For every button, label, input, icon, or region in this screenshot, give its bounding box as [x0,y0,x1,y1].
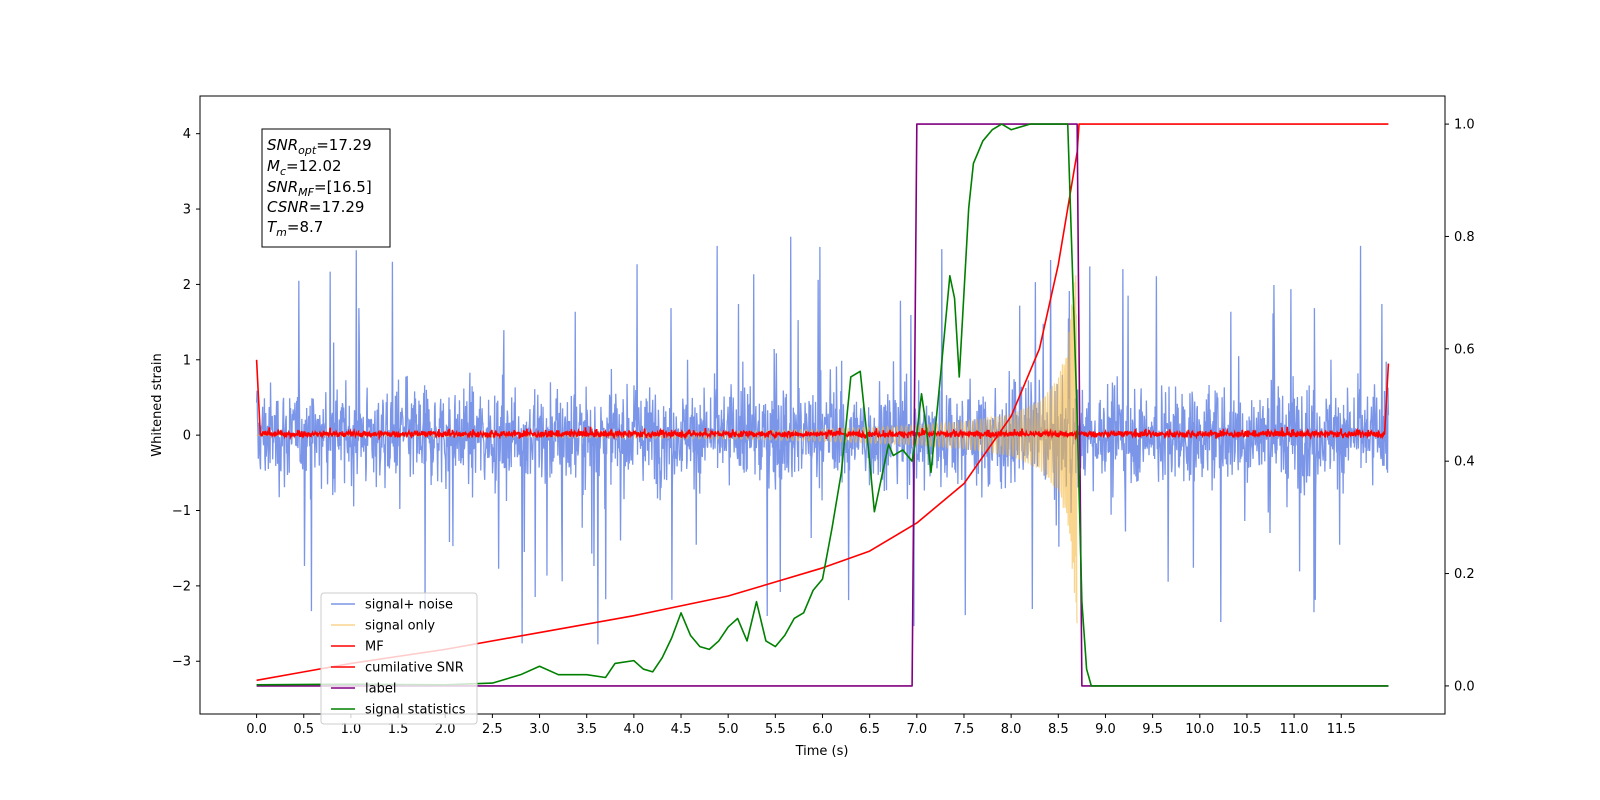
x-tick-label: 11.5 [1327,722,1356,737]
snr-mf-sub: MF [298,186,314,199]
x-tick-label: 2.5 [482,722,503,737]
x-tick-label: 1.0 [341,722,362,737]
info-box-frame [261,128,391,248]
snr-opt-sub: opt [298,144,317,157]
x-tick-label: 5.5 [765,722,786,737]
csnr-value: =17.29 [309,198,365,216]
snr-mf-base: SNR [267,178,298,196]
y-tick-label-left: 1 [183,353,191,368]
x-tick-label: 6.0 [812,722,833,737]
x-tick-label: 6.5 [859,722,880,737]
legend-label: signal statistics [365,703,466,718]
x-tick-label: 4.5 [671,722,692,737]
x-tick-label: 10.0 [1185,722,1214,737]
mc-line: Mc=12.02 [267,157,342,178]
y-tick-label-left: 0 [183,429,191,444]
series-layer [255,123,1390,687]
signal-statistics-line [256,123,1389,687]
y-tick-label-right: 0.8 [1454,230,1475,245]
legend-label: cumilative SNR [365,661,464,676]
y-tick-label-right: 0.4 [1454,455,1475,470]
tm-sub: m [276,226,287,239]
y-tick-label-right: 0.2 [1454,567,1475,582]
y-tick-label-left: 4 [183,127,191,142]
y-tick-label-left: −2 [172,579,191,594]
x-tick-label: 7.0 [906,722,927,737]
x-tick-label: 0.0 [246,722,267,737]
tm-value: =8.7 [287,218,323,236]
x-axis-ticks: 0.0 0.5 1.0 1.5 2.0 2.5 3.0 3.5 4.0 4.5 5.0 5.5 6.0 6… [246,714,1356,737]
y-tick-label-right: 1.0 [1454,118,1475,133]
y-tick-label-left: 3 [183,203,191,218]
x-tick-label: 5.0 [718,722,739,737]
x-tick-label: 2.0 [435,722,456,737]
x-tick-label: 0.5 [293,722,314,737]
legend-label: signal+ noise [365,598,453,613]
mc-value: =12.02 [286,157,342,175]
legend: signal+ noise signal only MF cumilative SNR… [320,592,478,725]
snr-opt-value: =17.29 [316,136,372,154]
x-tick-label: 3.0 [529,722,550,737]
tm-base: T [267,218,278,236]
x-tick-label: 7.5 [954,722,975,737]
snr-mf-value: =[16.5] [314,178,372,196]
x-tick-label: 3.5 [576,722,597,737]
legend-label: signal only [365,619,435,634]
signal-plus-noise-line [255,236,1390,645]
csnr-base: CSNR [267,198,309,216]
y-tick-label-left: −3 [172,655,191,670]
x-tick-label: 8.0 [1001,722,1022,737]
legend-frame [320,592,478,725]
x-tick-label: 9.5 [1142,722,1163,737]
left-y-axis-ticks: −3 −2 −1 0 1 2 3 4 [172,127,200,670]
csnr-line: CSNR=17.29 [267,198,364,216]
x-tick-label: 8.5 [1048,722,1069,737]
legend-label: MF [365,640,384,655]
y-tick-label-right: 0.6 [1454,342,1475,357]
right-y-axis-ticks: 0.0 0.2 0.4 0.6 0.8 1.0 [1445,118,1475,694]
x-tick-label: 9.0 [1095,722,1116,737]
snr-mf-line: SNRMF=[16.5] [267,178,372,199]
mc-base: M [267,157,280,175]
tm-line: Tm=8.7 [267,218,323,239]
legend-label: label [365,682,396,697]
x-tick-label: 1.5 [388,722,409,737]
x-tick-label: 10.5 [1232,722,1261,737]
snr-opt-base: SNR [267,136,298,154]
mf-line [255,359,1390,441]
y-tick-label-left: 2 [183,278,191,293]
x-tick-label: 11.0 [1280,722,1309,737]
info-annotation-box: SNRopt=17.29 Mc=12.02 SNRMF=[16.5] CSNR=… [261,128,391,248]
y-tick-label-right: 0.0 [1454,679,1475,694]
y-axis-label: Whitened strain [150,353,165,456]
x-axis-label: Time (s) [795,744,849,759]
y-tick-label-left: −1 [172,504,191,519]
snr-opt-line: SNRopt=17.29 [267,136,372,157]
x-tick-label: 4.0 [624,722,645,737]
mc-sub: c [280,165,286,178]
